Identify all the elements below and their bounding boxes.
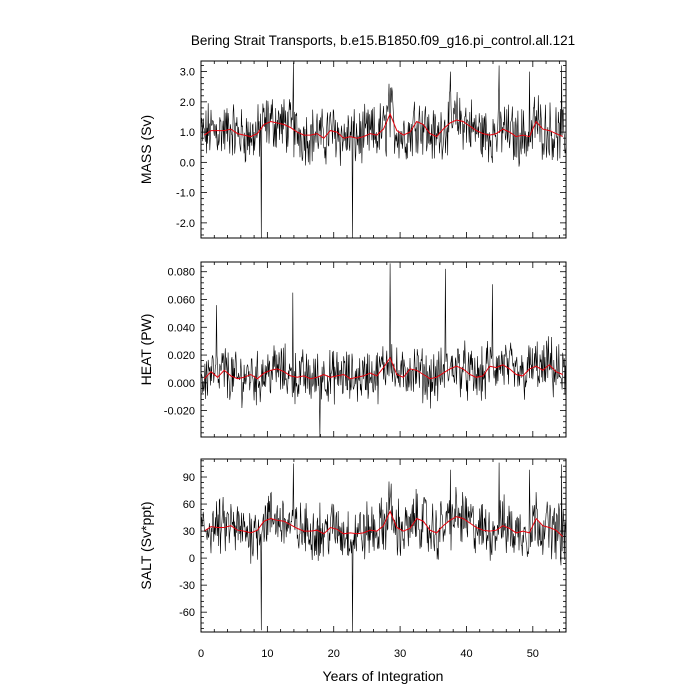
y-tick-label-salt: 60 <box>183 499 195 511</box>
y-tick-label-mass: 2.0 <box>180 97 195 109</box>
y-tick-label-mass: 3.0 <box>180 67 195 79</box>
y-tick-label-mass: -1.0 <box>176 188 195 200</box>
x-tick-label: 20 <box>328 648 340 660</box>
x-tick-label: 50 <box>527 648 539 660</box>
y-tick-label-heat: 0.080 <box>167 267 195 279</box>
plot-frame-salt <box>200 458 567 633</box>
y-tick-label-salt: -30 <box>179 580 195 592</box>
y-tick-label-salt: 0 <box>189 553 195 565</box>
y-tick-label-mass: 1.0 <box>180 127 195 139</box>
panels-group: -2.0 -1.0 0.0 1.0 2.0 3.0 MASS (Sv) -0.020 0.000… <box>138 60 567 660</box>
panel-mass: -2.0 -1.0 0.0 1.0 2.0 3.0 MASS (Sv) <box>138 60 567 239</box>
series-monthly-salt <box>201 462 566 632</box>
series-annual-salt <box>204 510 564 537</box>
x-tick-label: 10 <box>261 648 273 660</box>
y-axis-title-salt: SALT (Sv*ppt) <box>138 501 154 589</box>
y-tick-label-salt: 90 <box>183 472 195 484</box>
y-tick-label-heat: 0.060 <box>167 295 195 307</box>
panel-salt: -60 -30 0 30 60 90 SALT (Sv*ppt) <box>138 458 567 633</box>
y-axis-title-heat: HEAT (PW) <box>138 314 154 386</box>
y-tick-label-heat: 0.040 <box>167 322 195 334</box>
series-annual-mass <box>204 112 563 139</box>
y-tick-label-salt: 30 <box>183 526 195 538</box>
y-tick-label-salt: -60 <box>179 607 195 619</box>
y-tick-label-mass: -2.0 <box>176 218 195 230</box>
y-axis-title-mass: MASS (Sv) <box>138 115 154 184</box>
x-tick-label: 30 <box>394 648 406 660</box>
x-tick-label: 40 <box>460 648 472 660</box>
chart-title: Bering Strait Transports, b.e15.B1850.f0… <box>191 33 575 48</box>
plot-frame-mass <box>200 60 567 239</box>
y-tick-label-heat: 0.000 <box>167 378 195 390</box>
series-annual-heat <box>203 356 563 380</box>
series-monthly-mass <box>201 62 566 238</box>
y-tick-label-heat: -0.020 <box>164 406 195 418</box>
series-monthly-heat <box>201 263 566 437</box>
x-tick-label: 0 <box>198 648 204 660</box>
y-tick-label-mass: 0.0 <box>180 157 195 169</box>
x-axis-title: Years of Integration <box>323 668 444 684</box>
y-tick-label-heat: 0.020 <box>167 350 195 362</box>
panel-heat: -0.020 0.000 0.020 0.040 0.060 0.080 HEAT (PW) <box>138 261 567 438</box>
